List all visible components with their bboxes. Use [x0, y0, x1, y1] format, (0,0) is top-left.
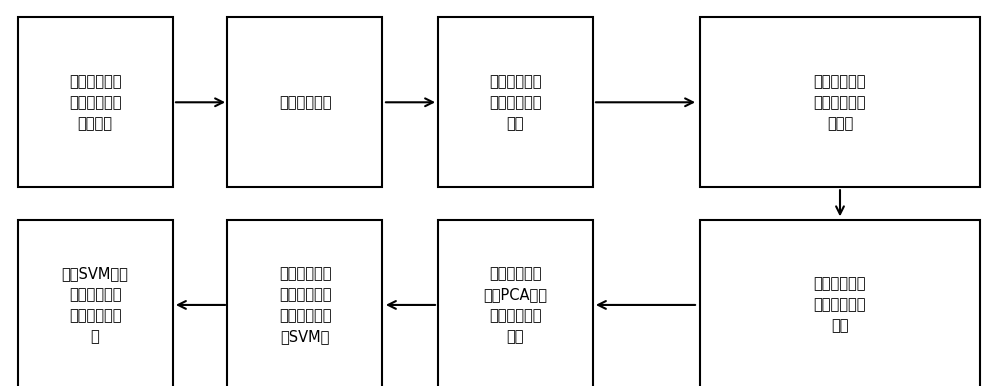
FancyBboxPatch shape [438, 17, 592, 187]
Text: 分析残差信号
得出故障所属
类别: 分析残差信号 得出故障所属 类别 [489, 74, 541, 131]
Text: 对系统的输出
电流进行小波
包变换: 对系统的输出 电流进行小波 包变换 [814, 74, 866, 131]
Text: 将各频带的能
量经PCA降维
得到故障特征
向量: 将各频带的能 量经PCA降维 得到故障特征 向量 [483, 266, 547, 344]
FancyBboxPatch shape [18, 17, 173, 187]
FancyBboxPatch shape [227, 17, 382, 187]
Text: 比较实际系统
的输出和观测
器的输出: 比较实际系统 的输出和观测 器的输出 [69, 74, 121, 131]
Text: 求得小波包分
解后各频带的
能量: 求得小波包分 解后各频带的 能量 [814, 276, 866, 334]
Text: 通过SVM进行
故障辨识，从
而完成故障诊
断: 通过SVM进行 故障辨识，从 而完成故障诊 断 [62, 266, 128, 344]
FancyBboxPatch shape [700, 17, 980, 187]
FancyBboxPatch shape [18, 220, 173, 386]
FancyBboxPatch shape [438, 220, 592, 386]
FancyBboxPatch shape [227, 220, 382, 386]
FancyBboxPatch shape [700, 220, 980, 386]
Text: 得到残差信号: 得到残差信号 [279, 95, 331, 110]
Text: 将故障特征向
量输入到对应
的故障类别下
的SVM中: 将故障特征向 量输入到对应 的故障类别下 的SVM中 [279, 266, 331, 344]
